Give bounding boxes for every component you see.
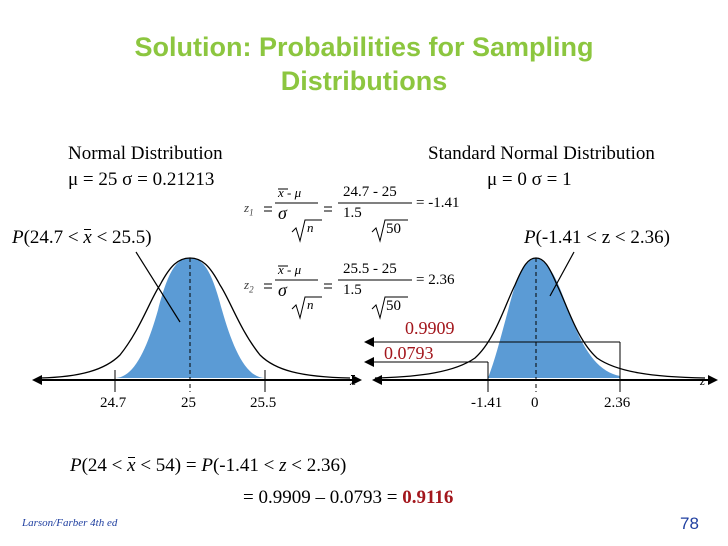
left-axis-var: x bbox=[350, 373, 356, 388]
right-axis-arrow-left bbox=[372, 375, 382, 385]
final-line-1: P(24 < x < 54) = P(-1.41 < z < 2.36) bbox=[70, 455, 347, 476]
right-axis-var: z bbox=[700, 373, 706, 388]
prob-P-right: P bbox=[524, 227, 536, 248]
final-line-2: = 0.9909 – 0.0793 = 0.9116 bbox=[243, 487, 453, 509]
upper-area-arrowhead bbox=[364, 337, 374, 347]
left-prob-post: < 25.5) bbox=[96, 227, 152, 248]
z1-lhs: z1 bbox=[244, 200, 254, 218]
left-axis-arrow-left bbox=[32, 375, 42, 385]
z1-root-value: 50 bbox=[386, 221, 401, 237]
z1-num-value: 24.7 - 25 bbox=[343, 184, 397, 200]
z1-den-symbol: σ bbox=[278, 203, 287, 223]
left-pointer-line bbox=[135, 251, 181, 323]
left-tick-lower: 24.7 bbox=[100, 395, 127, 411]
z2-lhs: z2 bbox=[244, 277, 254, 295]
z1-num-symbol: x - μ bbox=[278, 185, 302, 200]
z2-num-symbol: x - μ bbox=[278, 262, 302, 277]
z2-root-value: 50 bbox=[386, 298, 401, 314]
right-prob-label: P(-1.41 < z < 2.36) bbox=[524, 227, 670, 249]
z1-formula-lines bbox=[264, 188, 412, 243]
right-prob-text: (-1.41 < z < 2.36) bbox=[535, 227, 670, 248]
final-answer: 0.9116 bbox=[402, 487, 454, 508]
final-computation: = 0.9909 – 0.0793 = bbox=[243, 487, 398, 508]
left-prob-label: P(24.7 < x < 25.5) bbox=[12, 227, 152, 249]
z1-den-root: n bbox=[307, 220, 314, 235]
right-params: μ = 0 σ = 1 bbox=[487, 169, 572, 190]
footer-text: Larson/Farber 4th ed bbox=[22, 517, 118, 529]
left-axis-arrow-right bbox=[352, 375, 362, 385]
z2-den-symbol: σ bbox=[278, 280, 287, 300]
left-tick-upper: 25.5 bbox=[250, 395, 277, 411]
right-pointer-line bbox=[549, 251, 575, 297]
z1-mid-den: 1.5 bbox=[343, 205, 362, 221]
title-line-2: Distributions bbox=[280, 66, 448, 96]
area-lower-value: 0.0793 bbox=[384, 343, 434, 363]
z2-num-value: 25.5 - 25 bbox=[343, 261, 397, 277]
prob-P: P bbox=[12, 227, 24, 248]
page-number: 78 bbox=[680, 514, 699, 533]
right-shaded-area bbox=[488, 258, 620, 378]
left-prob-var: x bbox=[83, 227, 92, 248]
right-tick-mean: 0 bbox=[531, 395, 539, 411]
z1-result: = -1.41 bbox=[416, 195, 460, 211]
left-params: μ = 25 σ = 0.21213 bbox=[68, 169, 215, 190]
left-tick-mean: 25 bbox=[181, 395, 196, 411]
right-heading: Standard Normal Distribution bbox=[428, 143, 655, 164]
z2-mid-den: 1.5 bbox=[343, 282, 362, 298]
title-line-1: Solution: Probabilities for Sampling bbox=[134, 32, 594, 62]
left-heading: Normal Distribution bbox=[68, 143, 223, 164]
right-axis-arrow-right bbox=[708, 375, 718, 385]
z2-result: = 2.36 bbox=[416, 272, 455, 288]
lower-area-arrowhead bbox=[364, 357, 374, 367]
left-prob-pre: (24.7 < bbox=[23, 227, 79, 248]
right-tick-upper: 2.36 bbox=[604, 395, 631, 411]
area-upper-value: 0.9909 bbox=[405, 318, 455, 338]
right-tick-lower: -1.41 bbox=[471, 395, 503, 411]
z2-formula-lines bbox=[264, 265, 412, 320]
z2-den-root: n bbox=[307, 297, 314, 312]
slide-title: Solution: Probabilities for Sampling Dis… bbox=[0, 30, 728, 98]
